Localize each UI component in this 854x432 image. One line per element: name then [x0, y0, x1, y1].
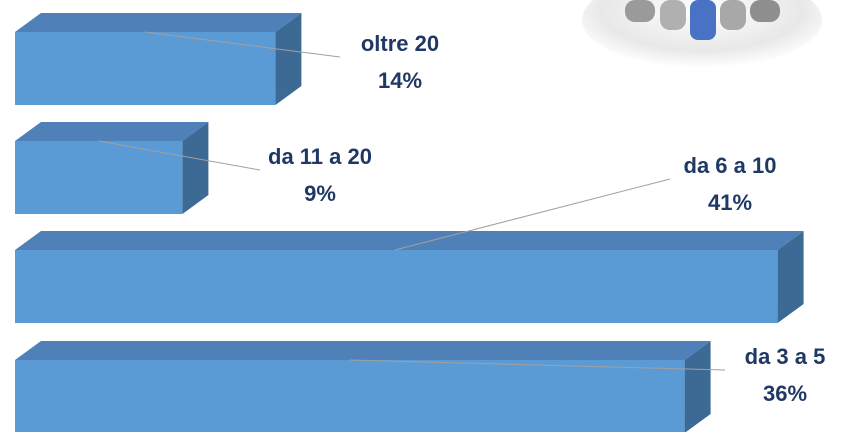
bar-top [15, 13, 301, 32]
bar [15, 122, 208, 214]
bar [15, 13, 301, 105]
bar-front [15, 360, 685, 432]
category-label: da 11 a 20 [268, 144, 372, 169]
bar-top [15, 122, 208, 141]
bar [15, 341, 711, 432]
plot-area: oltre 20 14% da 11 a 20 9% da 6 a 10 41% da 3 … [15, 13, 825, 432]
value-label: 9% [304, 181, 336, 206]
bar-front [15, 250, 778, 323]
people-illustration [582, 0, 822, 68]
value-label: 41% [708, 190, 752, 215]
category-label: oltre 20 [361, 31, 439, 56]
bar [15, 231, 804, 323]
value-label: 36% [763, 381, 807, 406]
bar-top [15, 341, 711, 360]
category-label: da 6 a 10 [684, 153, 777, 178]
bar-front [15, 32, 275, 105]
value-label: 14% [378, 68, 422, 93]
bar-top [15, 231, 804, 250]
chart: oltre 20 14% da 11 a 20 9% da 6 a 10 41% da 3 … [0, 0, 854, 432]
category-label: da 3 a 5 [745, 344, 826, 369]
